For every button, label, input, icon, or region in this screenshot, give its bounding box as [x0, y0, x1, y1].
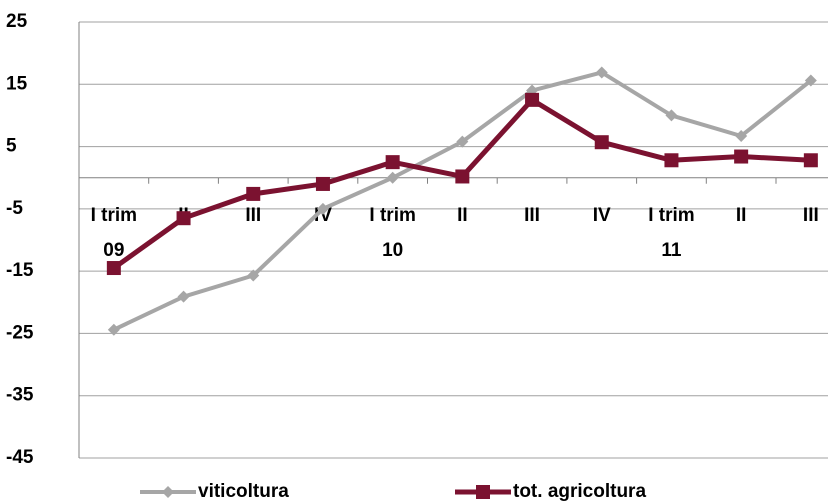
y-tick-label: -15 — [6, 260, 34, 281]
y-tick-label: 5 — [6, 136, 17, 157]
point — [664, 153, 679, 168]
x-tick-label: I trim — [369, 205, 415, 226]
point — [455, 169, 470, 184]
x-group-label: 11 — [661, 240, 682, 261]
x-group-label: 09 — [103, 240, 124, 261]
x-tick-label: III — [803, 205, 819, 226]
y-tick-label: -5 — [6, 198, 23, 219]
y-tick-label: -25 — [6, 322, 34, 343]
point — [247, 269, 260, 282]
legend-marker — [162, 486, 174, 498]
y-tick-label: -35 — [6, 385, 34, 406]
x-group-label: 10 — [382, 240, 403, 261]
point — [734, 149, 749, 164]
point — [316, 202, 329, 215]
point — [456, 135, 469, 148]
point — [735, 129, 748, 142]
point — [665, 109, 678, 122]
series-line — [112, 70, 813, 332]
legend-marker — [476, 485, 490, 499]
point — [246, 186, 261, 201]
x-tick-label: I trim — [648, 205, 694, 226]
x-tick-label: II — [736, 205, 747, 226]
point — [177, 290, 190, 303]
legend-label: viticoltura — [198, 481, 289, 502]
point — [107, 323, 120, 336]
point — [525, 92, 540, 107]
x-tick-label: I trim — [91, 205, 137, 226]
y-tick-label: 25 — [6, 11, 28, 32]
point — [176, 211, 191, 226]
point — [803, 153, 818, 168]
point — [106, 261, 121, 276]
point — [385, 155, 400, 170]
x-tick-label: III — [524, 205, 540, 226]
legend-label: tot. agricoltura — [513, 481, 646, 502]
x-tick-label: III — [245, 205, 261, 226]
y-tick-label: -45 — [6, 447, 34, 468]
point — [594, 135, 609, 150]
x-tick-label: IV — [593, 205, 611, 226]
y-tick-label: 15 — [6, 73, 28, 94]
point — [386, 171, 399, 184]
point — [595, 66, 608, 79]
x-tick-label: II — [457, 205, 468, 226]
point — [804, 74, 817, 87]
point — [315, 176, 330, 191]
